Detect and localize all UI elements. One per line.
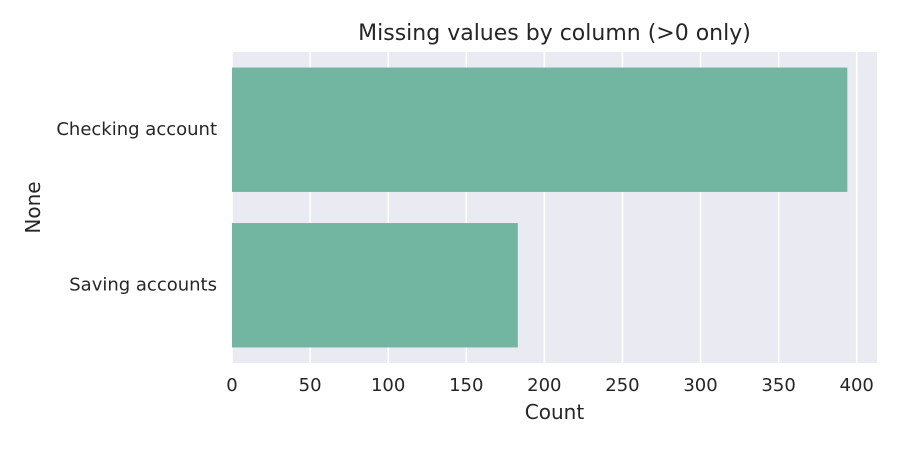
x-tick-label-350: 350 <box>761 375 795 396</box>
x-tick-label-250: 250 <box>605 375 639 396</box>
x-tick-label-150: 150 <box>449 375 483 396</box>
x-tick-label-400: 400 <box>840 375 874 396</box>
x-tick-label-100: 100 <box>371 375 405 396</box>
bar-checking-account <box>232 67 848 192</box>
x-tick-label-200: 200 <box>527 375 561 396</box>
x-axis-label: Count <box>525 400 585 424</box>
chart-title: Missing values by column (>0 only) <box>358 21 751 46</box>
y-tick-label-checking-account: Checking account <box>56 119 217 140</box>
x-tick-labels: 0 50 100 150 200 250 300 350 400 <box>226 375 874 396</box>
x-tick-label-300: 300 <box>683 375 717 396</box>
y-tick-labels: Checking account Saving accounts <box>56 119 217 296</box>
x-tick-label-50: 50 <box>299 375 322 396</box>
bar-saving-accounts <box>232 223 518 348</box>
x-tick-label-0: 0 <box>226 375 237 396</box>
y-tick-label-saving-accounts: Saving accounts <box>69 274 217 295</box>
bars <box>232 67 848 348</box>
y-axis-label: None <box>21 181 45 233</box>
